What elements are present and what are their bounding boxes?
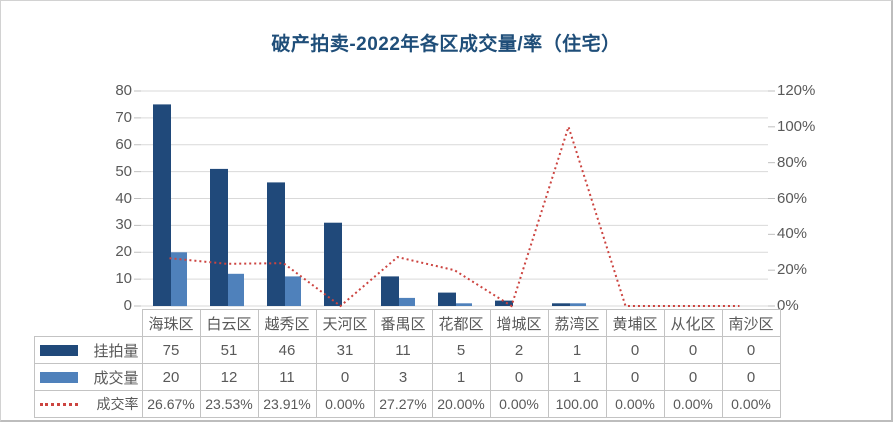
- chart-title: 破产拍卖-2022年各区成交量/率（住宅）: [271, 34, 621, 55]
- category-header-cell: 荔湾区: [547, 309, 607, 337]
- series-row-header: 成交率: [34, 390, 143, 418]
- value-cell: 0.00%: [605, 390, 665, 418]
- value-cell: 12: [199, 363, 259, 391]
- value-cell: 27.27%: [373, 390, 433, 418]
- series-name-label: 成交率: [96, 396, 139, 412]
- value-cell: 0: [663, 336, 723, 364]
- left-axis-tick-label: 70: [115, 108, 132, 126]
- value-cell: 0: [605, 363, 665, 391]
- right-axis-tick-label: 120%: [777, 82, 816, 99]
- value-cell: 0.00%: [721, 390, 781, 418]
- category-header-cell: 番禺区: [373, 309, 433, 337]
- value-cell: 3: [373, 363, 433, 391]
- value-cell: 5: [431, 336, 491, 364]
- table-corner-blank: [35, 310, 143, 337]
- table-row: 成交量 20 12 11 0 3 1 0 1 0 0 0: [34, 363, 781, 391]
- right-axis-tick-label: 60%: [777, 189, 808, 207]
- value-cell: 26.67%: [141, 390, 201, 418]
- category-header-cell: 海珠区: [141, 309, 201, 337]
- left-axis-tick-label: 50: [115, 162, 132, 180]
- value-cell: 0.00%: [663, 390, 723, 418]
- value-cell: 11: [373, 336, 433, 364]
- category-header-cell: 越秀区: [257, 309, 317, 337]
- value-cell: 0: [605, 336, 665, 364]
- category-header-cell: 白云区: [199, 309, 259, 337]
- legend-bar-swatch-icon: [40, 344, 78, 356]
- right-axis-tick-label: 100%: [777, 117, 816, 135]
- right-axis-tick-label: 0%: [777, 297, 799, 314]
- series-row-header: 挂拍量: [34, 336, 143, 364]
- right-axis-tick-label: 40%: [777, 225, 808, 243]
- value-cell: 0: [489, 363, 549, 391]
- right-axis-tick-label: 80%: [777, 153, 808, 171]
- category-header-cell: 黄埔区: [605, 309, 665, 337]
- value-cell: 100.00: [547, 390, 607, 418]
- left-axis-tick-label: 20: [115, 243, 132, 261]
- left-axis-tick-label: 30: [115, 216, 132, 234]
- value-cell: 23.91%: [257, 390, 317, 418]
- value-cell: 23.53%: [199, 390, 259, 418]
- category-header-cell: 从化区: [663, 309, 723, 337]
- table-row: 挂拍量 75 51 46 31 11 5 2 1 0 0 0: [34, 336, 781, 364]
- table-header-row: 海珠区 白云区 越秀区 天河区 番禺区 花都区 增城区 荔湾区 黄埔区 从化区 南沙区: [35, 309, 781, 337]
- value-cell: 0: [721, 363, 781, 391]
- value-cell: 11: [257, 363, 317, 391]
- left-axis-tick-label: 40: [115, 189, 132, 207]
- data-table-legend: 海珠区 白云区 越秀区 天河区 番禺区 花都区 增城区 荔湾区 黄埔区 从化区 南沙区 挂拍量 75 51…: [34, 309, 781, 418]
- category-header-cell: 花都区: [431, 309, 491, 337]
- value-cell: 1: [431, 363, 491, 391]
- right-axis-tick-label: 20%: [777, 261, 808, 279]
- left-axis-tick-label: 0: [123, 297, 132, 314]
- left-axis-tick-label: 60: [115, 135, 132, 153]
- table-row: 成交率 26.67% 23.53% 23.91% 0.00% 27.27% 20.00% 0.…: [34, 390, 781, 418]
- left-axis-tick-label: 10: [115, 270, 132, 288]
- value-cell: 31: [315, 336, 375, 364]
- value-cell: 20: [141, 363, 201, 391]
- value-cell: 0: [663, 363, 723, 391]
- value-cell: 2: [489, 336, 549, 364]
- series-name-label: 挂拍量: [93, 342, 139, 360]
- value-cell: 0: [721, 336, 781, 364]
- left-axis-tick-label: 80: [115, 82, 132, 99]
- series-name-label: 成交量: [93, 369, 139, 387]
- value-cell: 0.00%: [315, 390, 375, 418]
- legend-dotted-line-icon: [40, 402, 78, 406]
- value-cell: 0: [315, 363, 375, 391]
- category-header-cell: 增城区: [489, 309, 549, 337]
- legend-bar-swatch-icon: [40, 371, 78, 383]
- category-header-cell: 天河区: [315, 309, 375, 337]
- value-cell: 46: [257, 336, 317, 364]
- value-cell: 1: [547, 363, 607, 391]
- series-row-header: 成交量: [34, 363, 143, 391]
- value-cell: 51: [199, 336, 259, 364]
- value-cell: 75: [141, 336, 201, 364]
- value-cell: 20.00%: [431, 390, 491, 418]
- value-cell: 0.00%: [489, 390, 549, 418]
- category-header-cell: 南沙区: [721, 309, 781, 337]
- value-cell: 1: [547, 336, 607, 364]
